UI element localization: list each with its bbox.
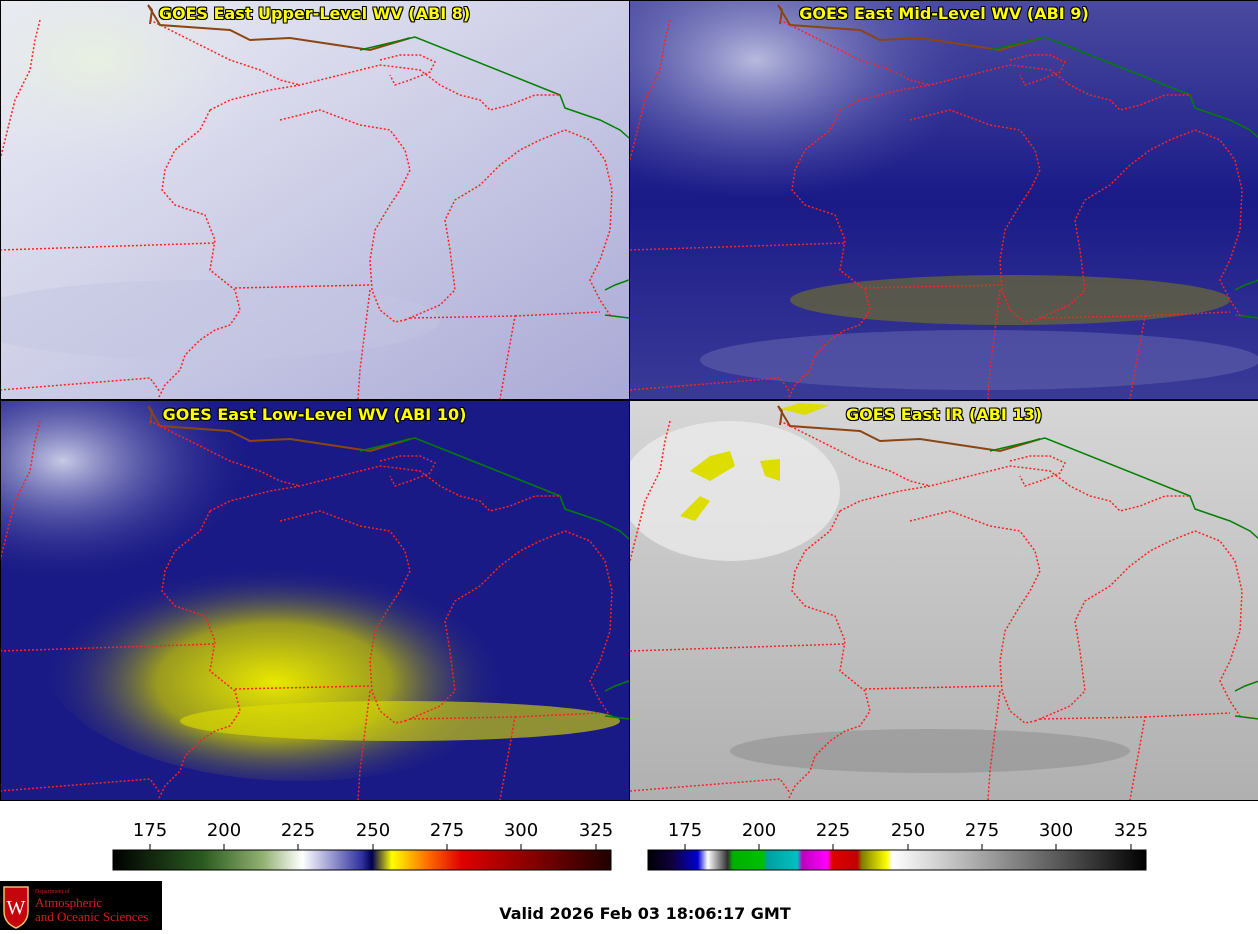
colorbar-ir: 175 200 225 250 275 300 325	[647, 810, 1148, 876]
colorbar-tick-label: 175	[133, 820, 167, 841]
colorbar-tick-label: 300	[504, 820, 538, 841]
panel-title: GOES East Low-Level WV (ABI 10)	[162, 405, 467, 424]
panel-title: GOES East IR (ABI 13)	[845, 405, 1043, 424]
colorbar-tick-label: 200	[207, 820, 241, 841]
uw-crest-icon: W	[3, 886, 29, 929]
panel-title: GOES East Mid-Level WV (ABI 9)	[799, 4, 1089, 23]
panel-title: GOES East Upper-Level WV (ABI 8)	[158, 4, 471, 23]
colorbar-tick-label: 225	[281, 820, 315, 841]
colorbar-tick-label: 275	[965, 820, 999, 841]
colorbar-tick-label: 225	[816, 820, 850, 841]
panel-low-level-wv: GOES East Low-Level WV (ABI 10)	[0, 401, 629, 800]
colorbar-wv: 175 200 225 250 275 300 325	[112, 810, 613, 876]
colorbar-tick-label: 300	[1039, 820, 1073, 841]
aos-logo: W Department of Atmospheric and Oceanic …	[0, 881, 162, 930]
logo-line2: Atmospheric	[35, 895, 102, 910]
logo-line3: and Oceanic Sciences	[35, 909, 148, 924]
panel-upper-level-wv: GOES East Upper-Level WV (ABI 8)	[0, 0, 629, 399]
colorbar-tick-label: 325	[579, 820, 612, 841]
panel-ir: GOES East IR (ABI 13)	[630, 401, 1258, 800]
logo-line1: Department of	[35, 888, 70, 895]
colorbar-tick-label: 200	[742, 820, 776, 841]
colorbar-tick-label: 250	[891, 820, 925, 841]
svg-text:W: W	[7, 897, 26, 919]
colorbar-tick-label: 175	[668, 820, 702, 841]
colorbar-tick-label: 250	[356, 820, 390, 841]
panel-mid-level-wv: GOES East Mid-Level WV (ABI 9)	[630, 0, 1258, 399]
colorbar-tick-label: 275	[430, 820, 464, 841]
colorbar-tick-label: 325	[1114, 820, 1147, 841]
panel-separator	[0, 399, 1258, 401]
valid-time: Valid 2026 Feb 03 18:06:17 GMT	[499, 904, 791, 923]
